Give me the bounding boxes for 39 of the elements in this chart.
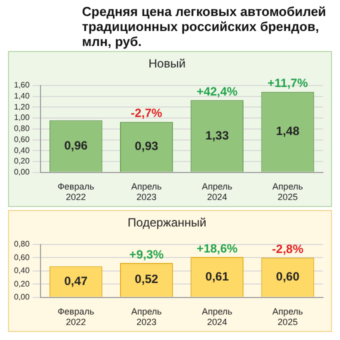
data-label: 0,60 xyxy=(276,270,300,284)
data-label: 1,48 xyxy=(276,124,300,138)
chart-subtitle: Новый xyxy=(148,56,186,71)
y-tick-label: 1,60 xyxy=(14,80,30,90)
data-label: 0,52 xyxy=(134,272,158,286)
annotation: -2,7% xyxy=(130,106,162,120)
annotation: +18,6% xyxy=(196,241,238,256)
y-tick-label: 0,20 xyxy=(14,156,30,166)
y-tick-label: 1,20 xyxy=(14,102,30,112)
y-tick-label: 0,60 xyxy=(14,252,30,262)
x-tick-label: Февраль 2022 xyxy=(58,306,94,328)
chart-title: Средняя цена легковых автомобилей традиционных российских брендов, млн, руб. xyxy=(82,4,328,49)
y-tick-label: 0,40 xyxy=(14,266,30,276)
data-label: 0,93 xyxy=(134,139,158,154)
y-tick-label: 0,60 xyxy=(14,134,30,144)
x-tick-label: Апрель 2025 xyxy=(272,181,304,202)
annotation: +11,7% xyxy=(268,76,308,90)
y-tick-label: 0,40 xyxy=(14,146,30,155)
x-tick-label: Апрель 2023 xyxy=(131,306,162,328)
y-tick-label: 1,40 xyxy=(14,91,30,100)
x-tick-label: Апрель 2025 xyxy=(272,306,304,328)
y-tick-label: 0,80 xyxy=(14,124,30,134)
y-tick-label: 0,00 xyxy=(14,292,30,302)
annotation: -2,8% xyxy=(272,242,304,256)
x-tick-label: Февраль 2022 xyxy=(58,181,94,202)
data-label: 0,96 xyxy=(64,138,88,152)
y-tick-label: 0,20 xyxy=(14,279,30,288)
y-tick-label: 0,00 xyxy=(14,168,30,177)
chart-subtitle: Подержанный xyxy=(128,216,206,230)
data-label: 1,33 xyxy=(205,128,230,142)
x-tick-label: Апрель 2024 xyxy=(202,181,233,202)
x-tick-label: Апрель 2023 xyxy=(131,181,162,202)
y-tick-label: 0,80 xyxy=(14,240,30,249)
x-tick-label: Апрель 2024 xyxy=(202,306,233,328)
data-label: 0,61 xyxy=(205,269,230,284)
annotation: +42,4% xyxy=(196,84,238,98)
annotation: +9,3% xyxy=(129,247,164,262)
data-label: 0,47 xyxy=(64,274,88,288)
y-tick-label: 1,00 xyxy=(14,113,30,122)
